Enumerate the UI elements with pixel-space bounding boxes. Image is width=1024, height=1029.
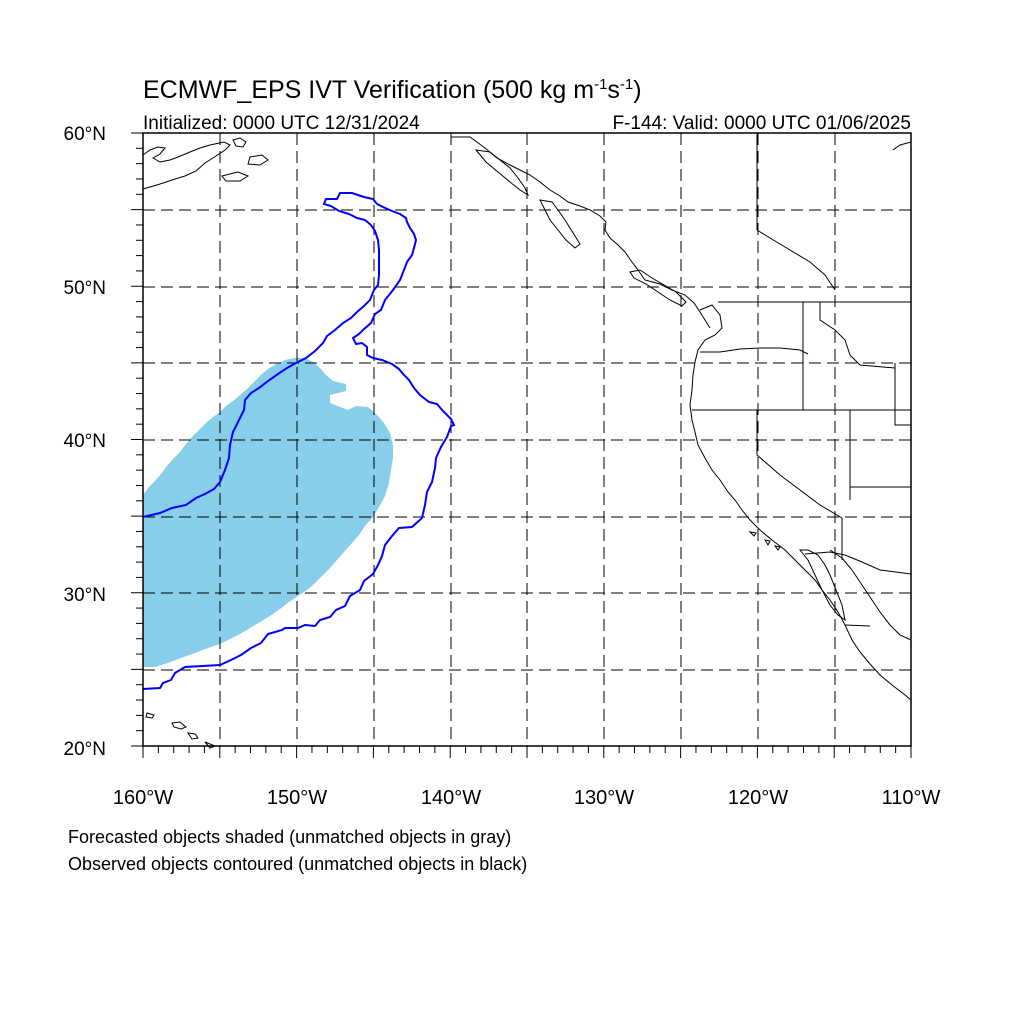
initialized-label: Initialized: 0000 UTC 12/31/2024 [143,113,420,134]
lon-label-140w: 140°W [421,787,481,809]
political-borders [692,133,912,627]
lat-label-60n: 60°N [64,124,106,145]
graticule [143,133,911,746]
coastlines [142,136,912,749]
longitude-labels: 160°W 150°W 140°W 130°W 120°W 110°W [113,787,941,809]
lon-label-160w: 160°W [113,787,173,809]
lon-label-130w: 130°W [574,787,634,809]
lat-label-20n: 20°N [64,739,106,760]
forecast-object-shaded [143,358,393,667]
map-title: ECMWF_EPS IVT Verification (500 kg m-1s-… [143,76,642,104]
lon-label-150w: 150°W [267,787,327,809]
lon-label-120w: 120°W [728,787,788,809]
caption-observed: Observed objects contoured (unmatched ob… [68,854,527,874]
lat-label-40n: 40°N [64,431,106,452]
lon-label-110w: 110°W [882,787,941,809]
valid-label: F-144: Valid: 0000 UTC 01/06/2025 [612,113,911,134]
latitude-labels: 60°N 50°N 40°N 30°N 20°N [64,124,106,760]
observed-object-contour [142,192,456,690]
axis-ticks [131,132,912,758]
lat-label-30n: 30°N [64,585,106,606]
caption-forecast: Forecasted objects shaded (unmatched obj… [68,827,511,847]
lat-label-50n: 50°N [64,278,106,299]
